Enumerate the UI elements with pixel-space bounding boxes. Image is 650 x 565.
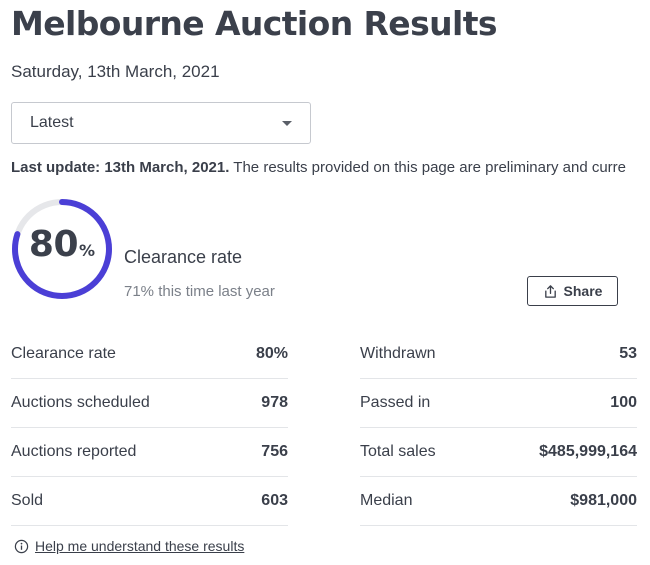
share-button[interactable]: Share xyxy=(527,276,618,306)
stats-table-right: Withdrawn 53 Passed in 100 Total sales $485… xyxy=(360,330,637,526)
stat-row: Sold 603 xyxy=(11,477,288,526)
clearance-last-year: 71% this time last year xyxy=(124,283,275,300)
info-icon xyxy=(14,539,29,553)
auction-date: Saturday, 13th March, 2021 xyxy=(11,62,220,81)
stat-value: 80% xyxy=(255,345,288,362)
gauge-fill xyxy=(12,199,112,299)
last-update-text: The results provided on this page are pr… xyxy=(229,159,627,176)
last-update-notice: Last update: 13th March, 2021. The resul… xyxy=(11,159,626,176)
stat-label: Auctions reported xyxy=(11,443,137,460)
stat-value: $485,999,164 xyxy=(539,443,637,460)
stat-value: 603 xyxy=(261,492,288,509)
stat-row: Median $981,000 xyxy=(360,477,637,526)
stat-label: Auctions scheduled xyxy=(11,394,150,411)
stat-label: Withdrawn xyxy=(360,345,436,362)
results-period-dropdown[interactable]: Latest xyxy=(11,102,311,144)
stat-label: Sold xyxy=(11,492,44,509)
stat-row: Auctions reported 756 xyxy=(11,428,288,477)
stat-label: Clearance rate xyxy=(11,345,116,362)
share-label: Share xyxy=(563,283,603,299)
gauge-unit: % xyxy=(79,241,96,260)
page-title: Melbourne Auction Results xyxy=(11,4,498,43)
stat-value: 100 xyxy=(610,394,637,411)
stat-row: Clearance rate 80% xyxy=(11,330,288,379)
stat-row: Withdrawn 53 xyxy=(360,330,637,379)
stat-label: Passed in xyxy=(360,394,431,411)
last-update-label: Last update: 13th March, 2021. xyxy=(11,159,230,176)
clearance-rate-gauge xyxy=(12,199,112,299)
stat-value: $981,000 xyxy=(570,492,637,509)
stat-row: Passed in 100 xyxy=(360,379,637,428)
gauge-value: 80% xyxy=(10,224,114,265)
help-link-text: Help me understand these results xyxy=(35,538,245,554)
stat-value: 53 xyxy=(619,345,637,362)
stats-table-left: Clearance rate 80% Auctions scheduled 978 … xyxy=(11,330,288,526)
stat-value: 756 xyxy=(261,443,288,460)
stat-row: Auctions scheduled 978 xyxy=(11,379,288,428)
share-upload-icon xyxy=(544,284,556,298)
stat-label: Total sales xyxy=(360,443,436,460)
stat-row: Total sales $485,999,164 xyxy=(360,428,637,477)
stat-value: 978 xyxy=(261,394,288,411)
dropdown-selected-value: Latest xyxy=(30,114,74,131)
clearance-rate-label: Clearance rate xyxy=(124,247,243,267)
help-link[interactable]: Help me understand these results xyxy=(14,538,244,554)
gauge-number: 80 xyxy=(28,224,79,265)
chevron-down-icon xyxy=(282,121,292,126)
stat-label: Median xyxy=(360,492,413,509)
